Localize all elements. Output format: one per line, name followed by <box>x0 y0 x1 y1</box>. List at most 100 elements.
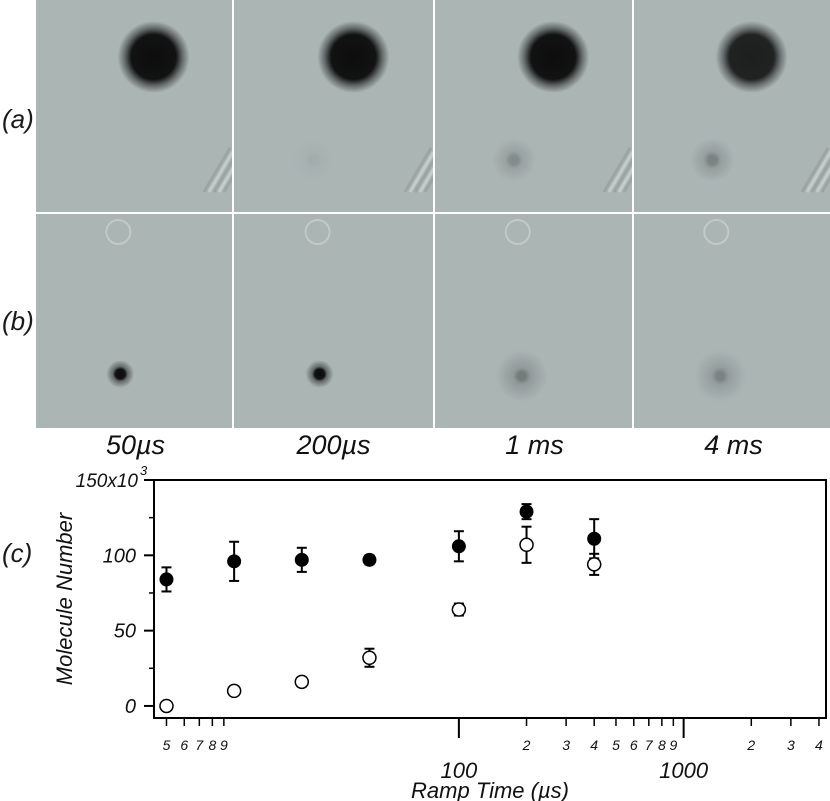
cloud-spot <box>305 360 334 388</box>
data-point-open <box>451 602 467 617</box>
cloud-spot <box>117 21 190 93</box>
frame-canvas <box>36 214 232 428</box>
absorption-image-grid <box>36 0 830 428</box>
x-minor-tick-label: 6 <box>180 737 188 753</box>
cloud-spot <box>106 360 135 388</box>
time-label-200us: 200µs <box>296 430 371 460</box>
cloud-spot <box>690 138 735 182</box>
x-minor-tick-label: 6 <box>630 737 638 753</box>
x-minor-tick-label: 3 <box>787 737 795 753</box>
x-minor-tick-label: 2 <box>746 737 755 753</box>
x-minor-tick-label: 8 <box>658 737 666 753</box>
frame-canvas <box>36 0 232 212</box>
x-minor-tick-label: 4 <box>590 737 598 753</box>
x-major-tick-label: 1000 <box>659 758 709 783</box>
fringe-line <box>217 167 232 193</box>
plot-frame <box>153 479 827 719</box>
dust-ring <box>304 219 331 245</box>
cloud-spot <box>495 350 548 402</box>
frame-canvas <box>634 214 830 428</box>
fringe-line <box>810 158 830 193</box>
cloud-spot <box>715 21 788 93</box>
y-tick-label: 100 <box>103 545 136 567</box>
x-minor-tick-label: 5 <box>612 737 620 753</box>
image-b-4ms <box>634 214 830 428</box>
x-minor-tick-label: 5 <box>163 737 171 753</box>
fringe-line <box>617 167 632 193</box>
fringe-line <box>212 158 232 193</box>
data-point-filled <box>587 531 602 546</box>
fringe-line <box>418 167 433 193</box>
time-label-1ms: 1 ms <box>505 430 564 460</box>
data-point-open <box>362 650 377 665</box>
time-label-4ms: 4 ms <box>704 430 763 460</box>
panel-label-b: (b) <box>2 306 34 336</box>
data-point-filled <box>519 504 534 519</box>
cloud-spot <box>491 138 536 182</box>
fringe-line <box>805 150 830 193</box>
fringe-line <box>815 167 830 193</box>
time-label-50us: 50µs <box>105 430 166 460</box>
y-multiplier-exponent: 3 <box>140 463 148 478</box>
panel-label-a: (a) <box>2 104 34 134</box>
fringe-line <box>207 150 232 193</box>
data-point-open <box>586 557 602 572</box>
x-minor-tick-label: 8 <box>208 737 216 753</box>
image-a-1ms <box>435 0 632 212</box>
x-major-tick-label: 100 <box>441 758 478 783</box>
cloud-spot <box>317 21 390 93</box>
fringe-line <box>602 147 632 193</box>
image-b-200us <box>234 214 433 428</box>
fringe-line <box>408 150 433 193</box>
frame-canvas <box>435 0 632 212</box>
y-multiplier-label: 150x10 <box>76 471 139 492</box>
x-minor-tick-label: 9 <box>669 737 677 753</box>
image-b-1ms <box>435 214 632 428</box>
x-minor-tick-label: 7 <box>195 737 204 753</box>
fringe-line <box>423 175 433 193</box>
frame-canvas <box>234 0 433 212</box>
dust-ring <box>504 219 531 245</box>
frame-canvas <box>435 214 632 428</box>
image-a-4ms <box>634 0 830 212</box>
data-point-open <box>159 698 174 714</box>
image-a-50us <box>36 0 232 212</box>
x-axis-title: Ramp Time (µs) <box>411 778 569 801</box>
data-point-filled <box>227 554 242 569</box>
cloud-spot <box>291 138 336 182</box>
data-point-open <box>519 537 534 553</box>
data-point-filled <box>362 552 377 567</box>
fringe-line <box>413 158 433 193</box>
image-b-50us <box>36 214 232 428</box>
fringe-line <box>607 150 632 193</box>
y-tick-label: 50 <box>114 621 136 643</box>
fringe-line <box>820 175 830 193</box>
frame-canvas <box>634 0 830 212</box>
data-point-open <box>294 674 310 690</box>
frame-background <box>234 214 433 428</box>
cloud-spot <box>517 21 590 93</box>
image-a-200us <box>234 0 433 212</box>
x-minor-tick-label: 9 <box>220 737 228 753</box>
x-minor-tick-label: 7 <box>645 737 654 753</box>
fringe-line <box>800 147 830 193</box>
data-point-filled <box>294 552 309 567</box>
dust-ring <box>703 219 730 245</box>
frame-canvas <box>234 214 433 428</box>
dust-ring <box>105 219 132 245</box>
fringe-line <box>622 175 632 193</box>
x-minor-tick-label: 2 <box>522 737 531 753</box>
fringe-line <box>403 147 433 193</box>
fringe-line <box>202 147 232 193</box>
data-point-filled <box>159 572 174 587</box>
y-tick-label: 0 <box>125 696 136 718</box>
fringe-line <box>612 158 632 193</box>
x-minor-tick-label: 3 <box>562 737 570 753</box>
fringe-line <box>222 175 232 193</box>
panel-label-c: (c) <box>2 538 33 568</box>
data-point-filled <box>451 539 466 554</box>
y-axis-title: Molecule Number <box>52 511 77 685</box>
cloud-spot <box>694 350 747 402</box>
